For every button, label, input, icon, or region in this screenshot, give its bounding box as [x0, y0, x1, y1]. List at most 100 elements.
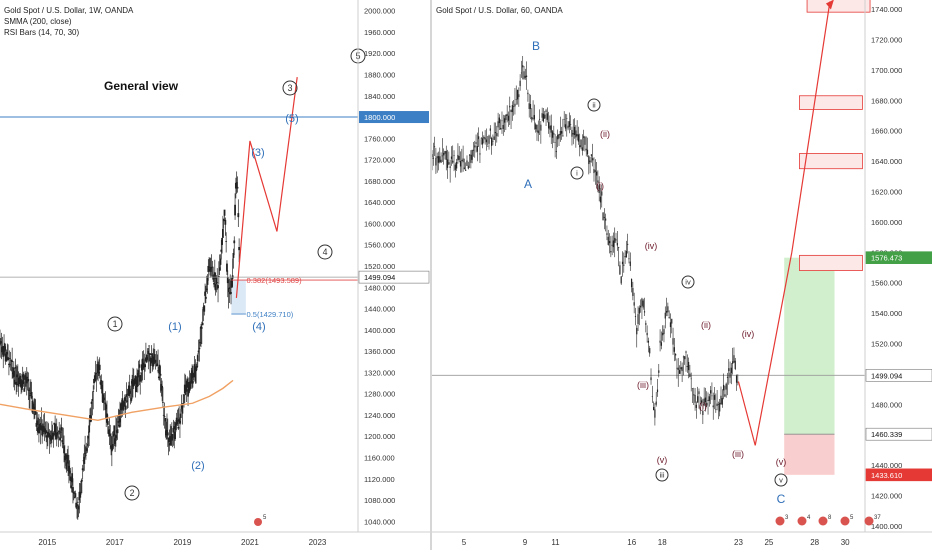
- candle-body: [98, 364, 101, 371]
- y-tick-label-12: 1520.000: [364, 262, 395, 271]
- candle-body: [468, 154, 471, 156]
- candle-body: [466, 160, 468, 166]
- candle-body: [94, 372, 97, 381]
- candle-body: [16, 374, 18, 378]
- weekly-chart-pane[interactable]: 0.382(1493.589) 0.5(1429.710) General view…: [0, 0, 430, 550]
- y-tick-label-1: 1960.000: [364, 28, 395, 37]
- candle-body: [209, 267, 212, 272]
- candle-body: [61, 440, 64, 443]
- candle-body: [566, 118, 568, 119]
- hourly-chart[interactable]: ABCiiiiiiivv(i)(ii)(iii)(iv)(v)(i)(ii)(i…: [431, 0, 932, 550]
- candle-body: [46, 431, 49, 437]
- candle-body: [487, 145, 489, 147]
- subwave-label-8: (iv): [742, 329, 755, 339]
- candle-body: [456, 161, 458, 169]
- candle-body: [724, 394, 726, 397]
- event-badge-count: 5: [263, 515, 267, 521]
- pane-divider[interactable]: [430, 0, 432, 550]
- x-tick-label-hourly-6: 25: [764, 538, 773, 547]
- candle-body: [612, 240, 615, 248]
- candle-body: [497, 121, 499, 128]
- wave-ii-circle: [587, 98, 601, 112]
- subwave-label-1: (ii): [600, 129, 610, 139]
- candle-body: [733, 355, 735, 363]
- candle-body: [511, 105, 513, 113]
- candle-body: [73, 496, 76, 499]
- y-tick-label-hourly-15: 1440.000: [871, 461, 902, 470]
- candle-body: [55, 432, 58, 440]
- x-tick-label-hourly-7: 28: [810, 538, 819, 547]
- candle-body: [80, 479, 83, 482]
- candle-body: [178, 419, 181, 422]
- y-tick-label-7: 1720.000: [364, 156, 395, 165]
- candle-body: [549, 125, 551, 130]
- candle-body: [116, 429, 119, 434]
- candle-body: [531, 116, 533, 120]
- general-view-title: General view: [104, 79, 179, 93]
- candle-body: [527, 92, 529, 95]
- candle-body: [621, 261, 624, 265]
- candle-body: [686, 366, 688, 367]
- candle-body: [41, 426, 44, 436]
- candle-body: [485, 139, 488, 143]
- candle-body: [592, 158, 594, 161]
- candle-body: [132, 380, 135, 387]
- candle-body: [572, 133, 574, 135]
- event-badge-count-2: 8: [828, 515, 832, 521]
- wave-iv: iv: [685, 278, 691, 287]
- candle-body: [488, 135, 490, 144]
- candle-body: [11, 360, 14, 362]
- candle-body: [584, 136, 586, 145]
- candle-body: [187, 389, 189, 397]
- candle-body: [607, 236, 609, 245]
- candle-body: [573, 126, 576, 136]
- wave-label-0-circle: [107, 316, 123, 332]
- y-tick-label-hourly-2: 1700.000: [871, 66, 902, 75]
- candle-body: [74, 493, 77, 498]
- candle-body: [523, 71, 525, 80]
- candle-body: [594, 170, 596, 172]
- candle-body: [557, 134, 559, 140]
- legend-rsi: RSI Bars (14, 70, 30): [4, 28, 80, 37]
- candle-body: [450, 156, 453, 159]
- candle-body: [219, 258, 222, 265]
- candle-body: [213, 283, 215, 285]
- candle-body: [577, 134, 580, 142]
- x-tick-label-hourly-0: 5: [462, 538, 467, 547]
- candle-body: [655, 401, 657, 405]
- candle-body: [700, 400, 703, 403]
- candle-body: [183, 394, 185, 396]
- y-tick-label-hourly-11: 1520.000: [871, 340, 902, 349]
- candle-body: [471, 149, 473, 160]
- candle-body: [505, 114, 507, 121]
- candle-body: [0, 346, 3, 353]
- candle-body: [492, 140, 494, 142]
- tag-target-bg: [865, 251, 932, 264]
- candle-body: [225, 240, 228, 242]
- wave-label-1-circle: [124, 485, 140, 501]
- candle-body: [67, 465, 70, 472]
- candle-body: [14, 367, 17, 369]
- x-tick-label-hourly-2: 11: [551, 538, 560, 547]
- candle-body: [618, 246, 620, 248]
- x-tick-label-1: 2017: [106, 538, 124, 547]
- wave-iii: iii: [660, 471, 665, 480]
- candle-body: [200, 327, 203, 329]
- y-tick-label-14: 1440.000: [364, 305, 395, 314]
- fib-50-label: 0.5(1429.710): [247, 310, 294, 319]
- y-tick-label-24: 1040.000: [364, 517, 395, 526]
- candle-body: [720, 395, 722, 404]
- candle-body: [136, 372, 139, 378]
- candle-body: [88, 425, 91, 433]
- candle-body: [204, 296, 207, 299]
- candle-body: [685, 351, 687, 353]
- candle-body: [554, 142, 556, 143]
- candle-body: [719, 402, 721, 412]
- candle-body: [659, 340, 661, 343]
- candle-body: [678, 370, 681, 374]
- candle-body: [608, 241, 611, 244]
- weekly-chart[interactable]: 0.382(1493.589) 0.5(1429.710) General view…: [0, 0, 430, 550]
- y-tick-label-16: 1360.000: [364, 347, 395, 356]
- candle-body: [29, 395, 31, 397]
